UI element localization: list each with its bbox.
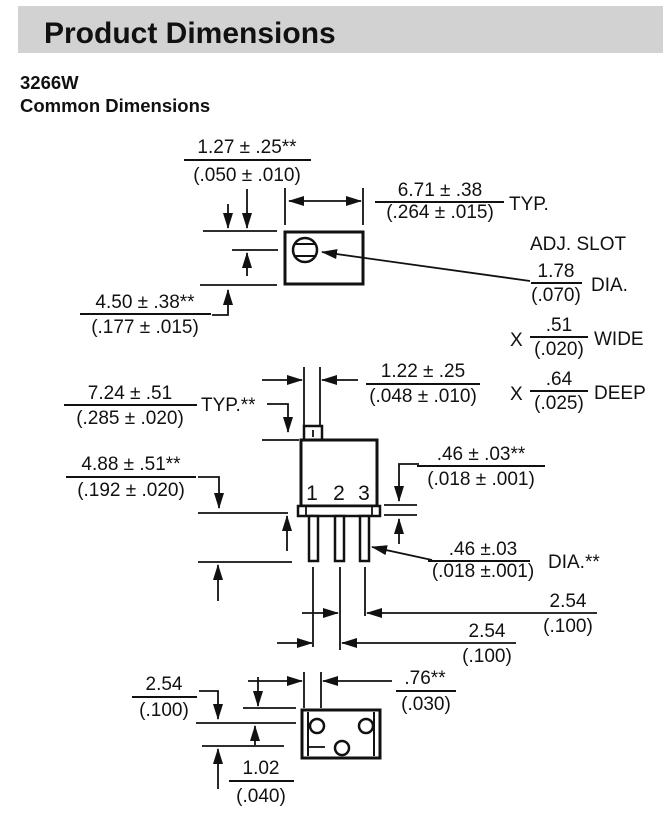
dim-inch: (.018 ± .001) [427, 469, 535, 490]
dim-suffix: DIA. [591, 275, 628, 296]
dim-inch: (.050 ± .010) [193, 165, 301, 186]
dim-suffix: DEEP [594, 383, 646, 404]
bottom-view: .76** (.030) 2.54 (.100) 1.02 [132, 668, 456, 807]
dim-inch: (.100) [139, 700, 189, 721]
dim-inch: (.030) [401, 694, 451, 715]
top-view: 1.27 ± .25** (.050 ± .010) 6.71 ± .38 (.… [80, 137, 549, 338]
pin-label-2: 2 [333, 482, 345, 505]
pad-pin-2 [333, 739, 351, 757]
dim-pad-row-offset: 1.02 (.040) [213, 748, 294, 807]
dim-inch: (.192 ± .020) [77, 480, 185, 501]
dim-mm: 6.71 ± .38 [398, 180, 482, 201]
model-number: 3266W [20, 72, 79, 93]
leader-down-arrow [394, 463, 419, 502]
dim-slot-offset: 1.27 ± .25** (.050 ± .010) [184, 137, 311, 276]
adj-slot-title: ADJ. SLOT [530, 234, 626, 255]
dim-inch: (.264 ± .015) [386, 202, 494, 223]
dim-mm: .51 [546, 315, 572, 336]
dim-mm: 1.02 [243, 758, 280, 779]
dim-mm: 2.54 [550, 591, 587, 612]
adj-slot-callout: ADJ. SLOT 1.78 (.070) DIA. X .51 (.020) … [510, 234, 646, 414]
pad-pin-1 [308, 717, 326, 735]
pad-pin-3 [357, 717, 375, 735]
dim-inch: (.100) [462, 646, 512, 667]
dim-standoff-height: .46 ± .03** (.018 ± .001) [384, 444, 545, 544]
dim-top-width: 6.71 ± .38 (.264 ± .015) TYP. [284, 180, 549, 225]
pin-label-3: 3 [358, 482, 370, 505]
dim-inch: (.048 ± .010) [369, 386, 477, 407]
dim-inch: (.100) [543, 616, 593, 637]
dim-mm: 2.54 [469, 621, 506, 642]
dim-inch: (.070) [531, 285, 581, 306]
dim-mm: 2.54 [146, 674, 183, 695]
dim-suffix: TYP. [509, 194, 549, 215]
dim-pad-row-pitch: 2.54 (.100) [132, 674, 296, 747]
dim-pin-pitch: 2.54 (.100) 2.54 (.100) [277, 567, 597, 667]
leader-down-arrow [267, 403, 293, 433]
pin-1 [307, 514, 320, 563]
section-title: Product Dimensions [44, 17, 336, 50]
dim-prefix: X [510, 384, 523, 405]
dim-suffix: DIA.** [548, 552, 600, 573]
dim-mm: 4.88 ± .51** [81, 454, 181, 475]
dim-inch: (.018 ±.001) [432, 561, 534, 582]
header: Product Dimensions 3266W Common Dimensio… [18, 6, 663, 116]
front-view-body [299, 438, 379, 508]
dim-overall-height: 7.24 ± .51 (.285 ± .020) TYP.** [64, 383, 299, 551]
pin-label-1: 1 [306, 482, 318, 505]
dim-pin-diameter: .46 ±.03 (.018 ±.001) DIA.** [371, 539, 600, 582]
adj-slot-leader [321, 249, 531, 282]
adjustment-slot-circle [291, 236, 319, 264]
dim-inch: (.177 ± .015) [91, 317, 199, 338]
dim-mm: 7.24 ± .51 [88, 383, 172, 404]
dim-suffix: TYP.** [201, 395, 256, 416]
front-view: 1.22 ± .25 (.048 ± .010) 7.24 ± .51 (.28… [64, 361, 600, 667]
dim-mm: 1.27 ± .25** [197, 137, 297, 158]
pin-3 [358, 514, 371, 563]
dim-pad-width: .76** (.030) [248, 668, 456, 715]
dim-inch: (.285 ± .020) [76, 408, 184, 429]
dim-inch: (.020) [534, 339, 584, 360]
dim-mm: .76** [404, 668, 446, 689]
dim-top-depth: 4.50 ± .38** (.177 ± .015) [80, 204, 233, 338]
dim-mm: 1.78 [538, 261, 575, 282]
leader-arrow [371, 545, 433, 561]
leader-down-arrow [198, 476, 224, 509]
pin-2 [333, 514, 346, 563]
dim-mm: .46 ±.03 [449, 539, 518, 560]
standoff-lip [296, 504, 382, 518]
subtitle: Common Dimensions [20, 95, 210, 116]
dim-mm: 1.22 ± .25 [381, 361, 465, 382]
dim-inch: (.040) [236, 786, 286, 807]
dim-mm: 4.50 ± .38** [95, 292, 195, 313]
dim-inch: (.025) [534, 393, 584, 414]
dim-suffix: WIDE [594, 329, 644, 350]
leader-down-arrow [199, 690, 223, 720]
dim-body-height: 4.88 ± .51** (.192 ± .020) [66, 454, 292, 601]
leader-up-arrow [212, 289, 233, 316]
dim-screw-width: 1.22 ± .25 (.048 ± .010) [262, 361, 480, 437]
section-title-band [18, 6, 663, 53]
dim-prefix: X [510, 330, 523, 351]
dim-mm: .46 ± .03** [437, 444, 526, 465]
dim-mm: .64 [546, 369, 573, 390]
